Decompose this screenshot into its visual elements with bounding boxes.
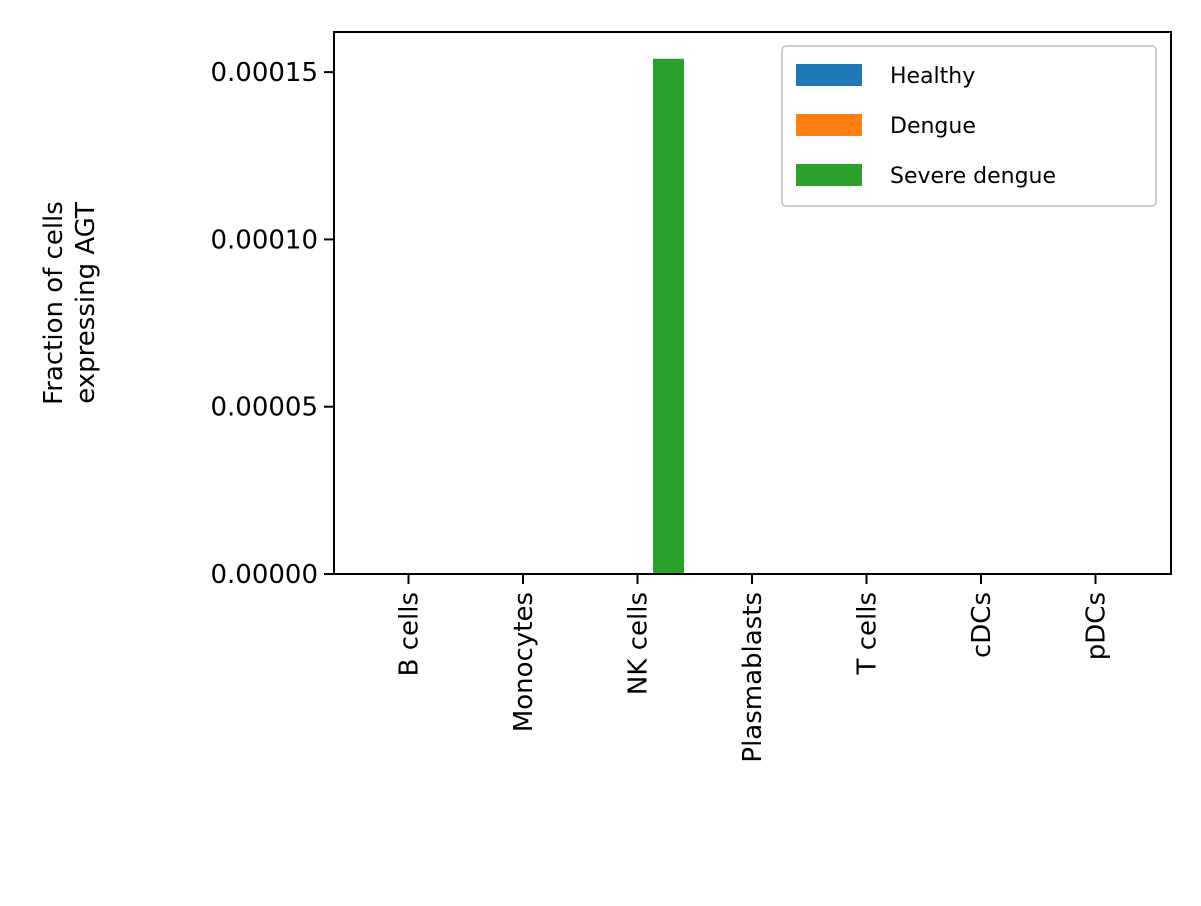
y-tick-label: 0.00015 — [210, 58, 318, 88]
legend-entry-label: Dengue — [890, 114, 976, 139]
legend: Healthy Dengue Severe dengue — [781, 45, 1157, 207]
y-tick-label: 0.00005 — [210, 393, 318, 423]
legend-entry-label: Healthy — [890, 64, 975, 89]
y-axis-label: Fraction of cells expressing AGT — [39, 201, 101, 405]
y-tick-label: 0.00000 — [210, 560, 318, 590]
y-tick-label: 0.00010 — [210, 225, 318, 255]
legend-swatch — [796, 164, 862, 186]
x-tick-label: pDCs — [1082, 592, 1112, 660]
bars — [653, 58, 684, 574]
x-tick-label: Plasmablasts — [738, 592, 768, 763]
legend-swatch — [796, 114, 862, 136]
x-tick-label: Monocytes — [509, 592, 539, 732]
x-tick-label: cDCs — [967, 592, 997, 658]
y-axis-label-line: Fraction of cells — [39, 201, 69, 405]
x-tick-label: B cells — [395, 592, 425, 676]
legend-frame — [781, 45, 1157, 207]
y-axis-ticks: 0.00000 0.00005 0.00010 0.00015 — [210, 58, 334, 590]
legend-swatch — [796, 64, 862, 86]
x-tick-label: T cells — [853, 592, 883, 675]
bar-severe-dengue-nk-cells — [653, 58, 684, 574]
y-axis-label-line: expressing AGT — [71, 202, 101, 404]
x-axis-ticks: B cells Monocytes NK cells Plasmablasts T ce… — [395, 574, 1112, 763]
legend-entry-label: Severe dengue — [890, 164, 1056, 189]
x-tick-label: NK cells — [624, 592, 654, 695]
